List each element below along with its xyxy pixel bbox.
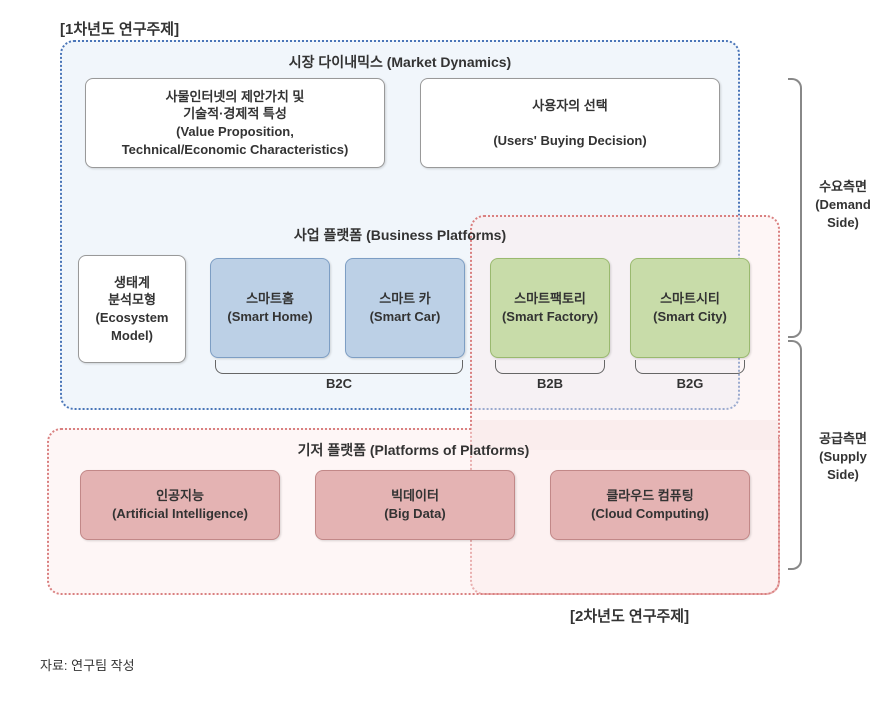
smart-city-text: 스마트시티 (Smart City) bbox=[653, 290, 727, 325]
b2b-label: B2B bbox=[495, 376, 605, 391]
smart-factory-text: 스마트팩토리 (Smart Factory) bbox=[502, 290, 598, 325]
smart-home-text: 스마트홈 (Smart Home) bbox=[227, 290, 312, 325]
b2b-bracket bbox=[495, 360, 605, 374]
b2c-label: B2C bbox=[215, 376, 463, 391]
base-section-title: 기저 플랫폼 (Platforms of Platforms) bbox=[47, 440, 780, 460]
smart-car-text: 스마트 카 (Smart Car) bbox=[370, 290, 441, 325]
business-section-title: 사업 플랫폼 (Business Platforms) bbox=[60, 225, 740, 245]
ecosystem-model-text: 생태계 분석모형 (Ecosystem Model) bbox=[96, 274, 169, 344]
smart-factory-card: 스마트팩토리 (Smart Factory) bbox=[490, 258, 610, 358]
bigdata-card: 빅데이터 (Big Data) bbox=[315, 470, 515, 540]
b2c-bracket bbox=[215, 360, 463, 374]
supply-side-label: 공급측면 (Supply Side) bbox=[808, 430, 878, 485]
source-label: 자료: 연구팀 작성 bbox=[40, 655, 135, 674]
cloud-card: 클라우드 컴퓨팅 (Cloud Computing) bbox=[550, 470, 750, 540]
smart-city-card: 스마트시티 (Smart City) bbox=[630, 258, 750, 358]
users-decision-text: 사용자의 선택 (Users' Buying Decision) bbox=[493, 97, 646, 150]
supply-bracket bbox=[788, 340, 802, 570]
b2g-bracket bbox=[635, 360, 745, 374]
year1-title: [1차년도 연구주제] bbox=[60, 18, 179, 39]
bigdata-text: 빅데이터 (Big Data) bbox=[384, 487, 445, 522]
demand-side-label: 수요측면 (Demand Side) bbox=[808, 178, 878, 233]
users-decision-card: 사용자의 선택 (Users' Buying Decision) bbox=[420, 78, 720, 168]
ai-card: 인공지능 (Artificial Intelligence) bbox=[80, 470, 280, 540]
cloud-text: 클라우드 컴퓨팅 (Cloud Computing) bbox=[591, 487, 709, 522]
smart-home-card: 스마트홈 (Smart Home) bbox=[210, 258, 330, 358]
smart-car-card: 스마트 카 (Smart Car) bbox=[345, 258, 465, 358]
demand-bracket bbox=[788, 78, 802, 338]
market-section-title: 시장 다이내믹스 (Market Dynamics) bbox=[60, 52, 740, 72]
year2-title: [2차년도 연구주제] bbox=[570, 605, 689, 626]
value-proposition-card: 사물인터넷의 제안가치 및 기술적·경제적 특성 (Value Proposit… bbox=[85, 78, 385, 168]
ai-text: 인공지능 (Artificial Intelligence) bbox=[112, 487, 248, 522]
b2g-label: B2G bbox=[635, 376, 745, 391]
ecosystem-model-card: 생태계 분석모형 (Ecosystem Model) bbox=[78, 255, 186, 363]
value-proposition-text: 사물인터넷의 제안가치 및 기술적·경제적 특성 (Value Proposit… bbox=[122, 88, 349, 158]
